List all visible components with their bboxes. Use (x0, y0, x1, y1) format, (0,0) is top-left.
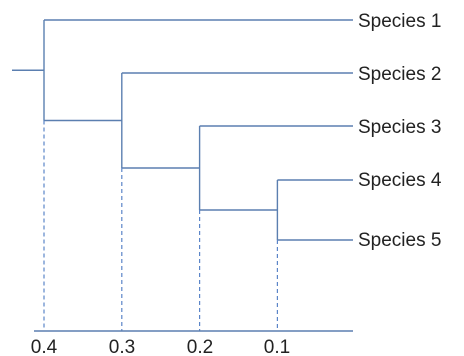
tick-label-0-2: 0.2 (187, 337, 213, 356)
leaf-label-species-1: Species 1 (358, 11, 441, 32)
leaf-labels: Species 1 Species 2 Species 3 Species 4 … (358, 11, 442, 251)
height-axis-tick-labels: 0.4 0.3 0.2 0.1 (31, 337, 290, 356)
height-guide-lines (43, 120, 278, 331)
leaf-label-species-3: Species 3 (358, 117, 441, 138)
tick-label-0-4: 0.4 (31, 337, 58, 356)
leaf-label-species-2: Species 2 (358, 64, 441, 85)
tick-label-0-1: 0.1 (264, 337, 290, 356)
tick-label-0-3: 0.3 (109, 337, 135, 356)
leaf-label-species-5: Species 5 (358, 230, 441, 251)
leaf-label-species-4: Species 4 (358, 170, 442, 191)
dendrogram-branches (12, 19, 353, 241)
